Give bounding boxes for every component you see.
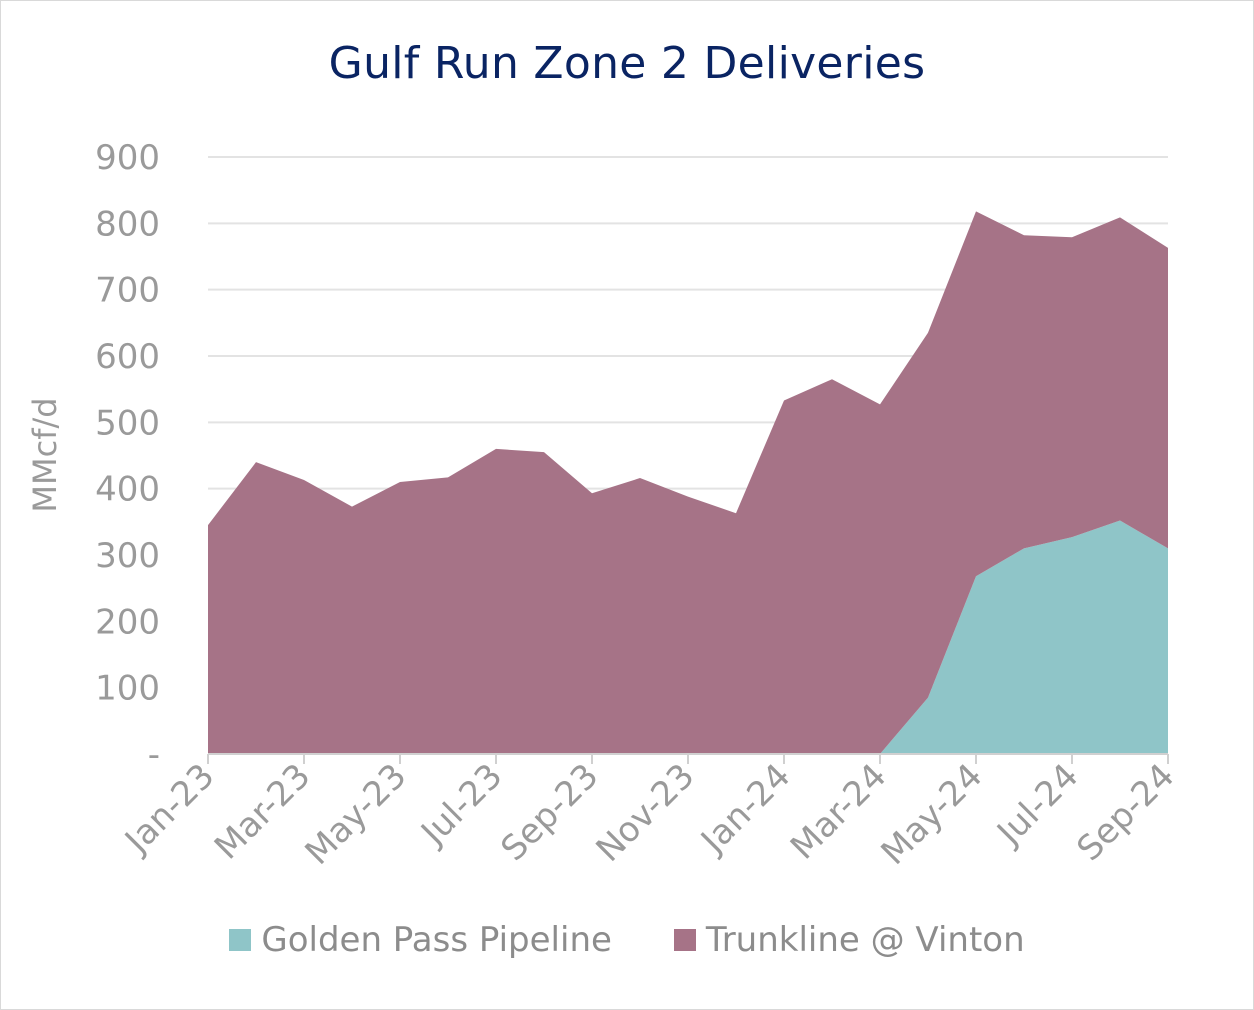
x-axis xyxy=(207,753,1169,764)
y-axis-ticks: - 100 200 300 400 500 600 700 800 900 xyxy=(95,138,160,775)
y-tick-label: 300 xyxy=(95,536,160,576)
y-tick-label: 200 xyxy=(95,602,160,642)
legend-swatch xyxy=(673,929,696,951)
y-tick-label: 400 xyxy=(95,470,160,510)
legend-item: Trunkline @ Vinton xyxy=(673,920,1025,960)
y-tick-label: 100 xyxy=(95,669,160,709)
legend: Golden Pass Pipeline Trunkline @ Vinton xyxy=(0,920,1254,960)
y-tick-label: 500 xyxy=(95,403,160,443)
area-golden-pass-pipeline xyxy=(208,520,1168,754)
y-tick-label: 800 xyxy=(95,204,160,244)
x-tick-label: Mar-23 xyxy=(207,756,318,867)
legend-swatch xyxy=(229,929,252,951)
chart-title: Gulf Run Zone 2 Deliveries xyxy=(328,38,926,89)
x-tick-label: Sep-23 xyxy=(493,756,606,869)
x-tick-label: May-23 xyxy=(298,756,415,873)
legend-label: Golden Pass Pipeline xyxy=(261,920,612,960)
y-tick-label: - xyxy=(148,735,160,775)
x-tick-label: Jan-23 xyxy=(116,756,222,862)
x-tick-label: Jan-24 xyxy=(692,756,798,862)
y-tick-label: 600 xyxy=(95,337,160,377)
x-tick-label: May-24 xyxy=(874,756,991,873)
x-tick-label: Sep-24 xyxy=(1069,756,1182,869)
y-tick-label: 700 xyxy=(95,271,160,311)
y-tick-label: 900 xyxy=(95,138,160,178)
x-tick-label: Mar-24 xyxy=(783,756,894,867)
x-tick-label: Nov-23 xyxy=(589,756,703,870)
area-series xyxy=(208,211,1168,754)
legend-label: Trunkline @ Vinton xyxy=(705,920,1025,960)
y-axis-label: MMcf/d xyxy=(26,397,64,512)
area-trunkline-vinton xyxy=(208,211,1168,754)
legend-item: Golden Pass Pipeline xyxy=(229,920,612,960)
